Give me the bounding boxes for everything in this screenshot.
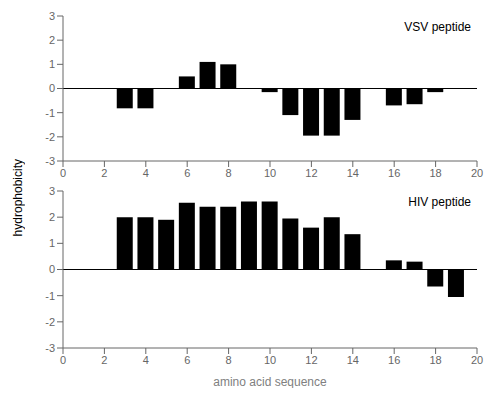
svg-text:6: 6 xyxy=(184,354,190,366)
svg-text:amino acid sequence: amino acid sequence xyxy=(213,375,327,388)
svg-text:-2: -2 xyxy=(45,131,55,143)
html-text:HIV peptide: HIV peptide xyxy=(408,195,471,209)
svg-text:6: 6 xyxy=(184,167,190,179)
svg-text:18: 18 xyxy=(429,167,441,179)
svg-text:3: 3 xyxy=(49,10,55,22)
svg-text:1: 1 xyxy=(49,58,55,70)
svg-text:16: 16 xyxy=(388,354,400,366)
svg-text:2: 2 xyxy=(101,167,107,179)
svg-text:12: 12 xyxy=(305,167,317,179)
html-text:hydrophobicity: hydrophobicity xyxy=(11,159,25,237)
svg-text:1: 1 xyxy=(49,237,55,249)
svg-text:2: 2 xyxy=(49,211,55,223)
svg-text:-2: -2 xyxy=(45,316,55,328)
svg-text:20: 20 xyxy=(471,167,483,179)
svg-text:-3: -3 xyxy=(45,342,55,354)
svg-text:4: 4 xyxy=(143,354,149,366)
svg-text:10: 10 xyxy=(264,167,276,179)
svg-text:0: 0 xyxy=(49,82,55,94)
svg-text:12: 12 xyxy=(305,354,317,366)
svg-text:14: 14 xyxy=(347,167,359,179)
html-text:VSV peptide: VSV peptide xyxy=(404,20,471,34)
svg-text:8: 8 xyxy=(226,167,232,179)
svg-text:0: 0 xyxy=(60,167,66,179)
svg-text:0: 0 xyxy=(60,354,66,366)
svg-text:14: 14 xyxy=(347,354,359,366)
svg-text:10: 10 xyxy=(264,354,276,366)
svg-text:2: 2 xyxy=(49,34,55,46)
svg-text:8: 8 xyxy=(226,354,232,366)
svg-text:16: 16 xyxy=(388,167,400,179)
svg-text:0: 0 xyxy=(49,263,55,275)
svg-text:4: 4 xyxy=(143,167,149,179)
svg-text:-3: -3 xyxy=(45,155,55,167)
svg-text:18: 18 xyxy=(429,354,441,366)
svg-text:20: 20 xyxy=(471,354,483,366)
svg-text:-1: -1 xyxy=(45,107,55,119)
svg-text:2: 2 xyxy=(101,354,107,366)
svg-text:3: 3 xyxy=(49,185,55,197)
svg-text:-1: -1 xyxy=(45,290,55,302)
